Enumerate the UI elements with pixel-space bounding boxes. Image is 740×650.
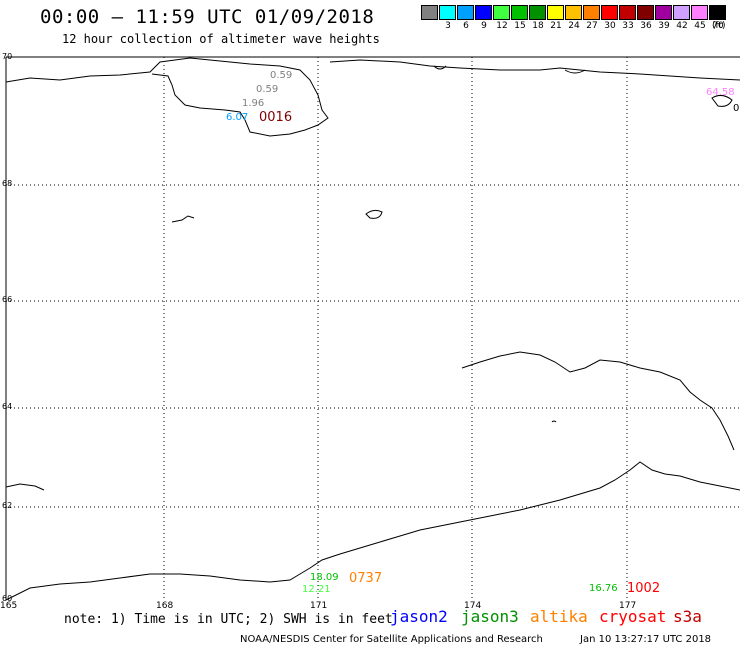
legend-swatch [583, 5, 600, 20]
lat-label-64: 64 [2, 402, 13, 411]
lat-label-68: 68 [2, 179, 13, 188]
legend-tick-label: 18 [532, 21, 544, 31]
wave-height-value: 12.21 [302, 584, 331, 595]
legend-swatch [511, 5, 528, 20]
legend-tick-label: 6 [463, 21, 469, 31]
satellite-jason2: jason2 [390, 607, 448, 626]
lon-label-171: 171 [310, 601, 328, 611]
legend-tick-label: 30 [604, 21, 616, 31]
legend-tick-label: 36 [640, 21, 652, 31]
satellite-s3a: s3a [673, 607, 702, 626]
lat-label-66: 66 [2, 295, 13, 304]
pass-time-label: 0737 [349, 571, 383, 586]
lat-label-60: 60 [2, 594, 13, 603]
wave-height-value: 0.59 [256, 84, 279, 95]
legend-swatch [709, 5, 726, 20]
legend-swatch [529, 5, 546, 20]
legend-tick-label: 33 [622, 21, 634, 31]
footer-note: note: 1) Time is in UTC; 2) SWH is in fe… [64, 612, 393, 627]
legend-tick-label: 21 [550, 21, 562, 31]
wave-height-value: 64.58 [706, 87, 735, 98]
legend-swatch [601, 5, 618, 20]
legend-tick-label: 24 [568, 21, 580, 31]
satellite-cryosat: cryosat [599, 607, 667, 626]
legend-tick-label: 27 [586, 21, 598, 31]
legend-tick-label: 42 [676, 21, 688, 31]
legend-swatch [439, 5, 456, 20]
legend-tick-label: 9 [481, 21, 487, 31]
legend-swatch [565, 5, 582, 20]
legend-tick-label: 39 [658, 21, 670, 31]
color-legend [421, 5, 727, 20]
legend-swatch [475, 5, 492, 20]
latitude-gridlines [6, 184, 740, 508]
lon-label-168: 168 [156, 601, 174, 611]
longitude-gridlines [163, 57, 628, 600]
satellite-jason3: jason3 [461, 607, 519, 626]
lon-label-165: 165 [0, 601, 18, 611]
legend-swatch [547, 5, 564, 20]
map-subtitle: 12 hour collection of altimeter wave hei… [62, 32, 380, 46]
legend-unit: (ft) [712, 21, 726, 31]
legend-tick-label: 15 [514, 21, 526, 31]
lat-label-62: 62 [2, 501, 13, 510]
satellite-altika: altika [530, 607, 588, 626]
generated-timestamp: Jan 10 13:27:17 UTC 2018 [580, 634, 712, 645]
legend-tick-label: 3 [445, 21, 451, 31]
legend-swatch [691, 5, 708, 20]
legend-swatch [655, 5, 672, 20]
credit-line: NOAA/NESDIS Center for Satellite Applica… [240, 634, 543, 645]
legend-swatch [619, 5, 636, 20]
wave-height-value: 0 [733, 103, 740, 114]
legend-swatch [457, 5, 474, 20]
legend-swatch [493, 5, 510, 20]
lon-label-174: 174 [464, 601, 482, 611]
legend-tick-label: 70 [712, 21, 724, 31]
pass-time-label: 1002 [627, 581, 661, 596]
lon-label-177: 177 [619, 601, 637, 611]
pass-time-label: 0016 [259, 110, 293, 125]
wave-height-value: 18.09 [310, 572, 339, 583]
legend-swatch [421, 5, 438, 20]
map-title: 00:00 – 11:59 UTC 01/09/2018 [40, 6, 375, 28]
wave-height-value: 1.96 [242, 98, 265, 109]
wave-height-value: 6.07 [226, 112, 249, 123]
legend-swatch [637, 5, 654, 20]
legend-tick-label: 12 [496, 21, 508, 31]
lat-label-70: 70 [2, 52, 13, 61]
color-legend-labels: 3 6 9 12 15 18 21 24 27 30 33 36 39 42 45 70 [421, 21, 727, 31]
wave-height-value: 16.76 [589, 583, 618, 594]
legend-swatch [673, 5, 690, 20]
coastlines [5, 57, 740, 601]
wave-height-value: 0.59 [270, 70, 293, 81]
legend-tick-label: 45 [694, 21, 706, 31]
